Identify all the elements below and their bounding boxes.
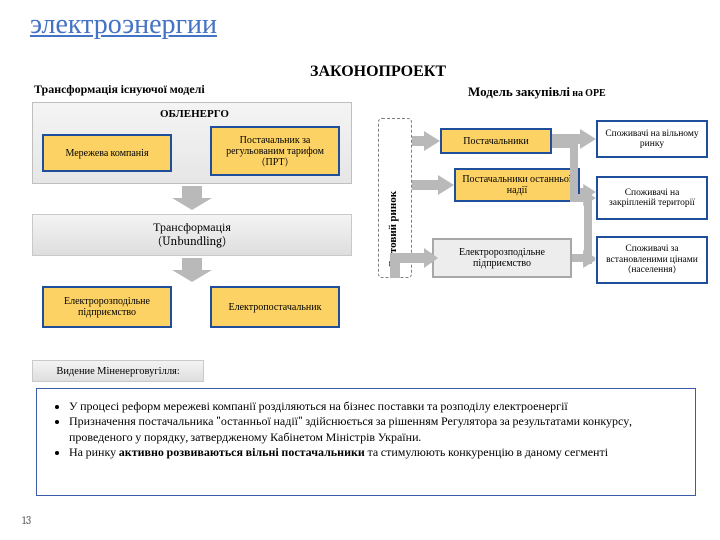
vision-label: Видение Міненерговугілля:	[32, 360, 204, 382]
bullets-list: У процесі реформ мережеві компанії розді…	[51, 399, 681, 460]
bullet-item: Призначення постачальника "останньої над…	[69, 414, 681, 445]
bullet-item: На ринку активно розвиваються вільні пос…	[69, 445, 681, 460]
bullet-item: У процесі реформ мережеві компанії розді…	[69, 399, 681, 414]
bullets-box: У процесі реформ мережеві компанії розді…	[36, 388, 696, 496]
page-number: 13	[22, 514, 31, 527]
